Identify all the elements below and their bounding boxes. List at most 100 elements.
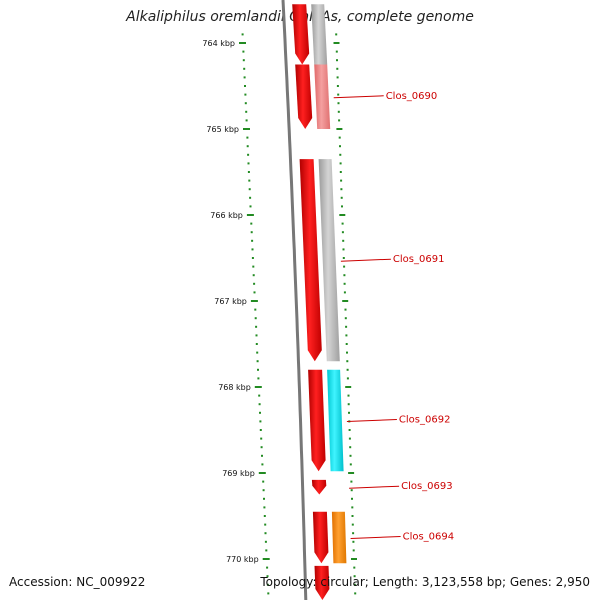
minor-tick-outer [352,532,355,535]
minor-tick [254,317,257,320]
minor-tick [253,282,256,285]
gene-arrow [295,64,313,129]
minor-tick-outer [346,368,349,371]
minor-tick-outer [338,119,341,122]
minor-tick [259,429,262,431]
minor-tick [259,411,261,414]
gene-labels: Clos_0690 Clos_0691 Clos_0692 Clos_0693 Clos… [333,91,455,543]
major-tick-outer [339,214,346,216]
gene-label: Clos_0694 [403,532,455,543]
gene-label-leader [333,95,384,99]
gene-arrow [314,565,330,600]
major-tick [250,300,258,302]
minor-tick-outer [353,583,356,586]
minor-tick-outer [346,360,349,363]
minor-tick [257,377,260,380]
major-tick-outer [345,386,352,388]
minor-tick-outer [349,463,352,466]
minor-tick-outer [344,308,347,311]
minor-tick [249,196,252,199]
minor-tick-outer [351,515,354,517]
minor-tick [250,222,253,225]
minor-tick-outer [351,523,354,526]
major-tick [239,42,246,44]
minor-tick [259,420,262,423]
minor-tick-outer [344,317,347,320]
minor-tick-outer [336,85,339,87]
tick-label: 766 kbp [210,211,243,220]
minor-tick-outer [341,205,343,208]
minor-tick-outer [337,110,340,113]
minor-tick-outer [351,497,353,500]
minor-tick [263,506,266,509]
minor-tick [251,248,254,251]
minor-tick [261,454,263,457]
minor-tick [251,257,254,259]
minor-tick [244,93,247,96]
minor-tick [255,325,258,328]
minor-tick [244,102,247,105]
minor-tick-outer [343,274,346,277]
minor-tick-outer [346,351,348,354]
minor-tick [266,583,269,586]
minor-tick-outer [348,429,351,431]
minor-tick-outer [336,76,339,79]
tick-label: 769 kbp [222,469,255,478]
gene-arrow [292,4,310,65]
minor-tick-outer [345,343,348,345]
major-tick [262,558,270,560]
gene-label-leader [346,419,397,422]
minor-tick-outer [349,454,352,457]
minor-tick-outer [342,257,345,259]
minor-tick [250,231,253,234]
minor-tick [260,437,263,440]
minor-tick [264,523,267,526]
minor-tick-outer [341,231,344,234]
minor-tick-outer [340,188,343,191]
feature-block-gray [311,4,328,65]
feature-block-pink [314,64,331,129]
minor-tick [251,239,254,242]
feature-track [311,4,347,564]
minor-tick-outer [340,196,343,199]
major-tick [246,214,254,216]
minor-tick [255,343,258,345]
major-tick [254,386,262,388]
minor-tick-outer [346,377,349,380]
tick-label: 767 kbp [214,297,247,306]
feature-block-orange [331,511,347,564]
minor-tick-outer [342,248,345,251]
gene-track [292,4,330,600]
minor-tick [247,153,250,156]
gene-label: Clos_0690 [386,91,438,102]
gene-label-leader [340,258,391,262]
minor-tick-outer [353,575,356,578]
major-tick-outer [348,472,355,474]
minor-tick [267,592,270,595]
minor-tick-outer [343,265,346,268]
minor-tick [258,403,261,406]
minor-tick [263,515,266,517]
minor-tick [245,119,248,122]
minor-tick [241,33,244,36]
topology-text: Topology: circular; Length: 3,123,558 bp… [260,575,590,589]
minor-tick-outer [351,506,354,509]
minor-tick [245,110,248,113]
feature-block-gray [318,159,340,362]
minor-ticks [241,33,357,595]
minor-tick-outer [339,153,342,156]
minor-tick-outer [347,394,350,397]
gene-arrow [299,159,322,362]
minor-tick-outer [339,162,342,165]
minor-tick [256,351,259,354]
minor-tick [258,394,261,397]
minor-tick-outer [345,325,348,328]
major-tick-outer [336,128,343,130]
minor-tick [253,291,256,294]
minor-tick [255,334,258,337]
tick-label: 764 kbp [202,39,235,48]
major-tick [258,472,266,474]
gene-label: Clos_0691 [393,254,445,265]
minor-tick [257,368,259,371]
